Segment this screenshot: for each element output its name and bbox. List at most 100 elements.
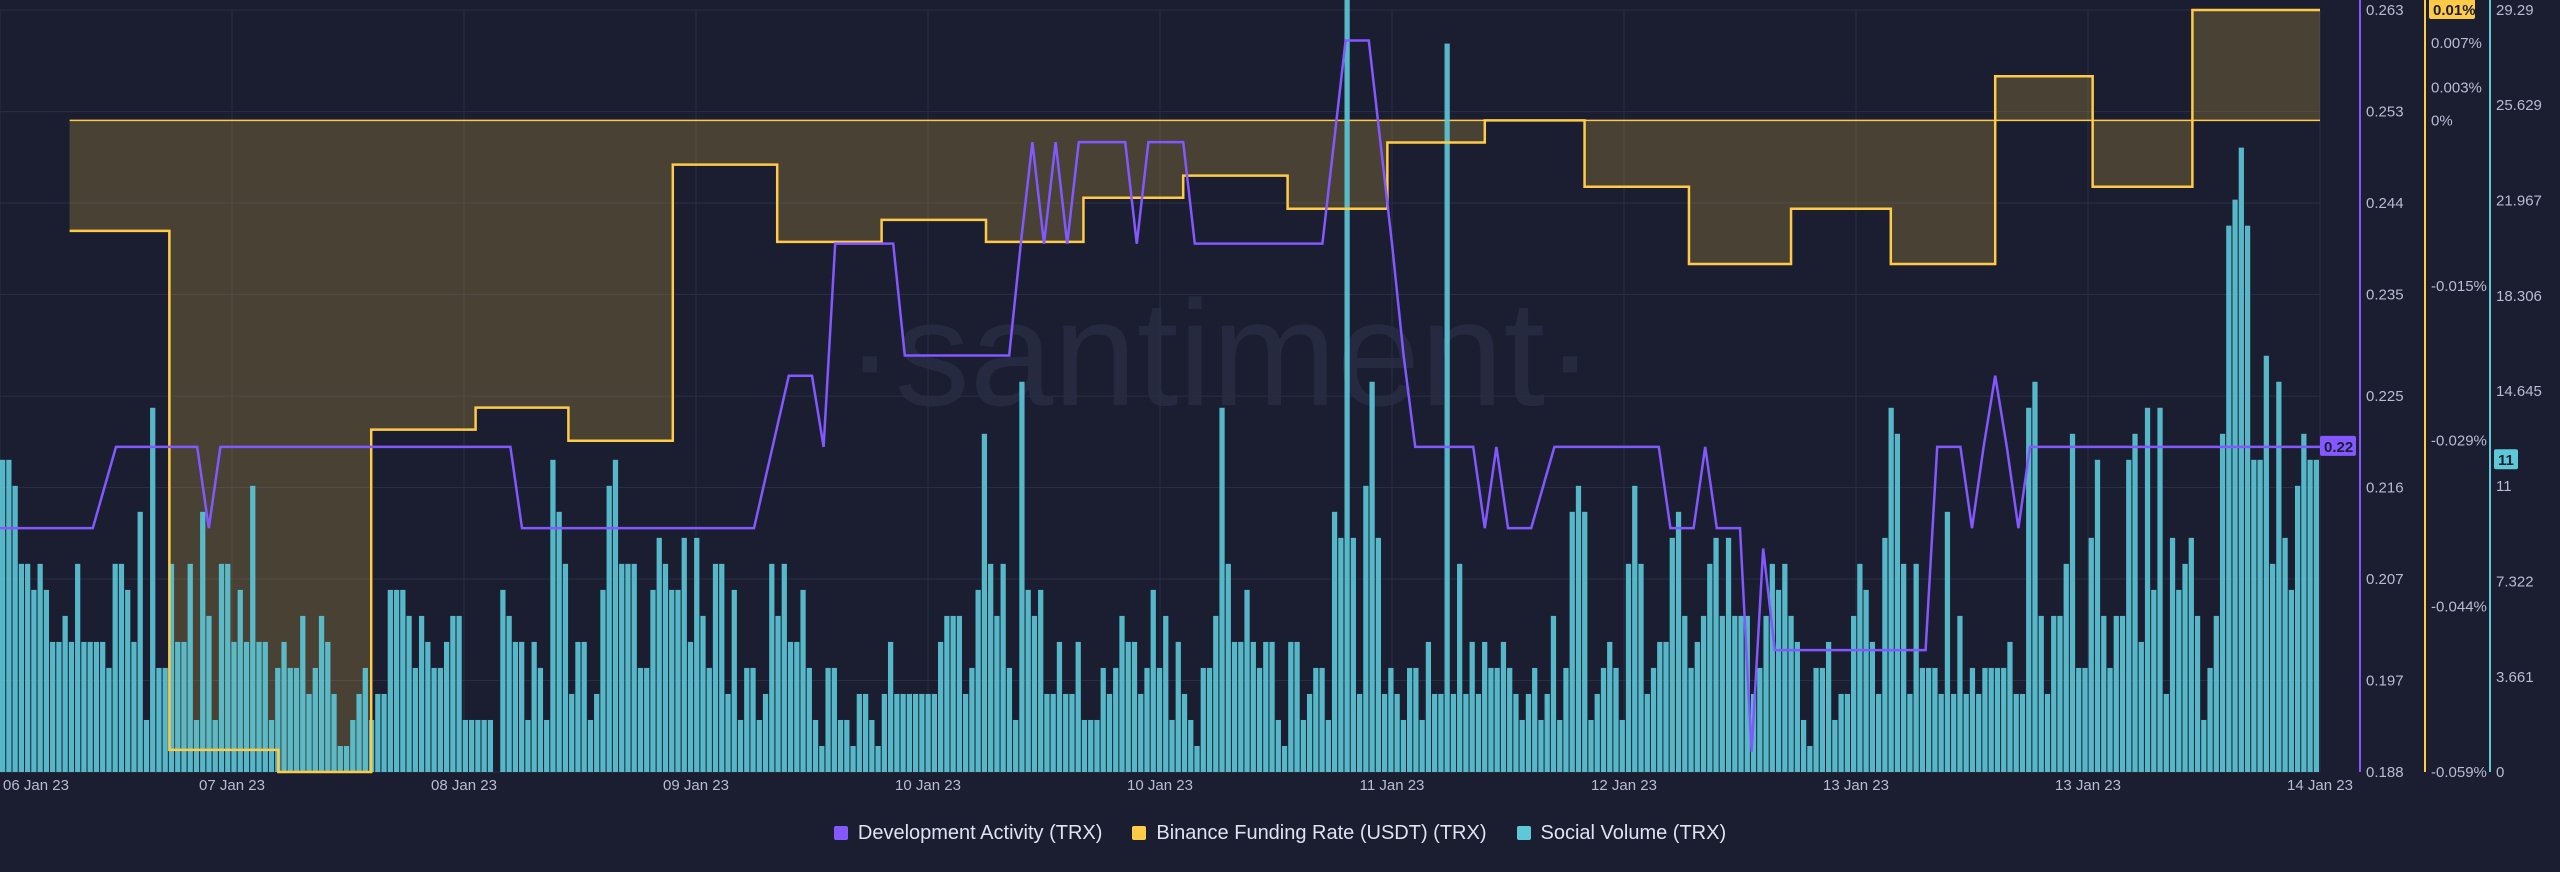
social-bar (1231, 641, 1238, 772)
social-bar (43, 589, 50, 772)
social-bar (1644, 693, 1650, 772)
social-bar (1538, 719, 1544, 772)
social-axis-tick-label: 11 (2496, 478, 2512, 495)
social-bar (118, 563, 125, 772)
social-axis-tick-label: 3.661 (2496, 669, 2534, 686)
social-bar (988, 563, 994, 772)
social-bar (162, 667, 168, 772)
social-bar (418, 615, 425, 772)
social-bar (1263, 641, 1269, 772)
social-bar (500, 589, 506, 772)
social-bar (2201, 719, 2207, 772)
dev-series-line (0, 39, 2320, 752)
social-bar (1306, 693, 1313, 772)
social-bar (1850, 615, 1857, 772)
social-bar (281, 641, 287, 772)
social-bar (1813, 667, 1819, 772)
social-bar (1038, 589, 1044, 772)
social-bar (956, 615, 963, 772)
social-bar (193, 719, 200, 772)
social-bar (412, 667, 418, 772)
social-axis-tick-label: 29.29 (2496, 2, 2534, 19)
social-bar (1219, 407, 1225, 772)
social-bar (1244, 589, 1250, 772)
social-bar (725, 693, 731, 772)
social-bar (700, 615, 706, 772)
social-bar (2263, 355, 2269, 772)
social-bar (131, 641, 137, 772)
dev-axis-tick-label: 0.188 (2366, 764, 2404, 781)
social-bar (1800, 719, 1807, 772)
social-bar (900, 693, 906, 772)
social-bar (2001, 667, 2007, 772)
social-bar (2169, 537, 2176, 772)
social-bar (1675, 511, 1682, 772)
dev-axis-tick-label: 0.197 (2366, 673, 2404, 690)
legend-swatch-funding (1132, 826, 1147, 840)
social-bar (1288, 641, 1294, 772)
social-bar (1788, 615, 1794, 772)
social-bar (106, 667, 112, 772)
social-bar (2157, 407, 2163, 772)
social-bar (981, 433, 988, 772)
social-bar (1669, 537, 1675, 772)
social-bar (806, 667, 812, 772)
social-bar (1557, 719, 1563, 772)
social-bar (1988, 667, 1994, 772)
social-bar (744, 667, 750, 772)
social-bar (2269, 563, 2276, 772)
social-volume-bars (0, 0, 2319, 773)
social-axis-tick-label: 21.967 (2496, 193, 2542, 210)
social-bar (1394, 693, 1400, 772)
social-bar (287, 667, 293, 772)
social-bar (1425, 641, 1432, 772)
social-bar (1419, 719, 1425, 772)
social-bar (537, 667, 544, 772)
social-bar (787, 641, 794, 772)
social-bar (1294, 641, 1300, 772)
social-bar (1719, 615, 1725, 772)
social-bar (706, 667, 712, 772)
social-bar (831, 667, 837, 772)
axes: 0.263 0.253 0.244 0.235 0.225 0.216 0.207 0.197… (3, 0, 2542, 794)
social-bar (837, 719, 844, 772)
social-bar (306, 693, 312, 772)
funding-fill (69, 10, 2320, 772)
social-bar (1938, 693, 1944, 772)
dev-activity-line (0, 39, 2320, 752)
social-bar (1544, 693, 1550, 772)
social-bar (925, 693, 931, 772)
social-bar (1169, 719, 1175, 772)
social-bar (2163, 693, 2169, 772)
social-bar (362, 667, 368, 772)
social-bar (1019, 381, 1025, 772)
social-bar (237, 589, 243, 772)
social-bar (950, 615, 956, 772)
x-axis-tick-label: 07 Jan 23 (199, 777, 265, 794)
social-bar (819, 745, 825, 772)
x-axis-tick-label: 10 Jan 23 (1127, 777, 1193, 794)
social-bar (1500, 641, 1507, 772)
social-bar (562, 563, 569, 772)
social-bar (1969, 667, 1976, 772)
social-bar (1081, 719, 1088, 772)
legend-item-social[interactable]: Social Volume (TRX) (1516, 822, 1726, 845)
dev-axis-tick-label: 0.235 (2366, 286, 2404, 303)
social-bar (2288, 589, 2294, 772)
legend-item-funding[interactable]: Binance Funding Rate (USDT) (TRX) (1132, 822, 1487, 845)
social-bar (1594, 693, 1600, 772)
social-bar (1175, 641, 1181, 772)
social-axis-tick-label: 14.645 (2496, 383, 2542, 400)
social-bar (2244, 225, 2251, 773)
social-bar (1519, 719, 1525, 772)
social-bar (512, 641, 519, 772)
social-bar (37, 563, 43, 772)
social-bar (1632, 485, 1638, 772)
social-bar (1438, 693, 1444, 772)
social-bar (1025, 589, 1031, 772)
social-bar (1006, 667, 1013, 772)
legend-item-dev[interactable]: Development Activity (TRX) (833, 822, 1102, 845)
x-axis-tick-label: 08 Jan 23 (431, 777, 497, 794)
social-bar (581, 641, 587, 772)
